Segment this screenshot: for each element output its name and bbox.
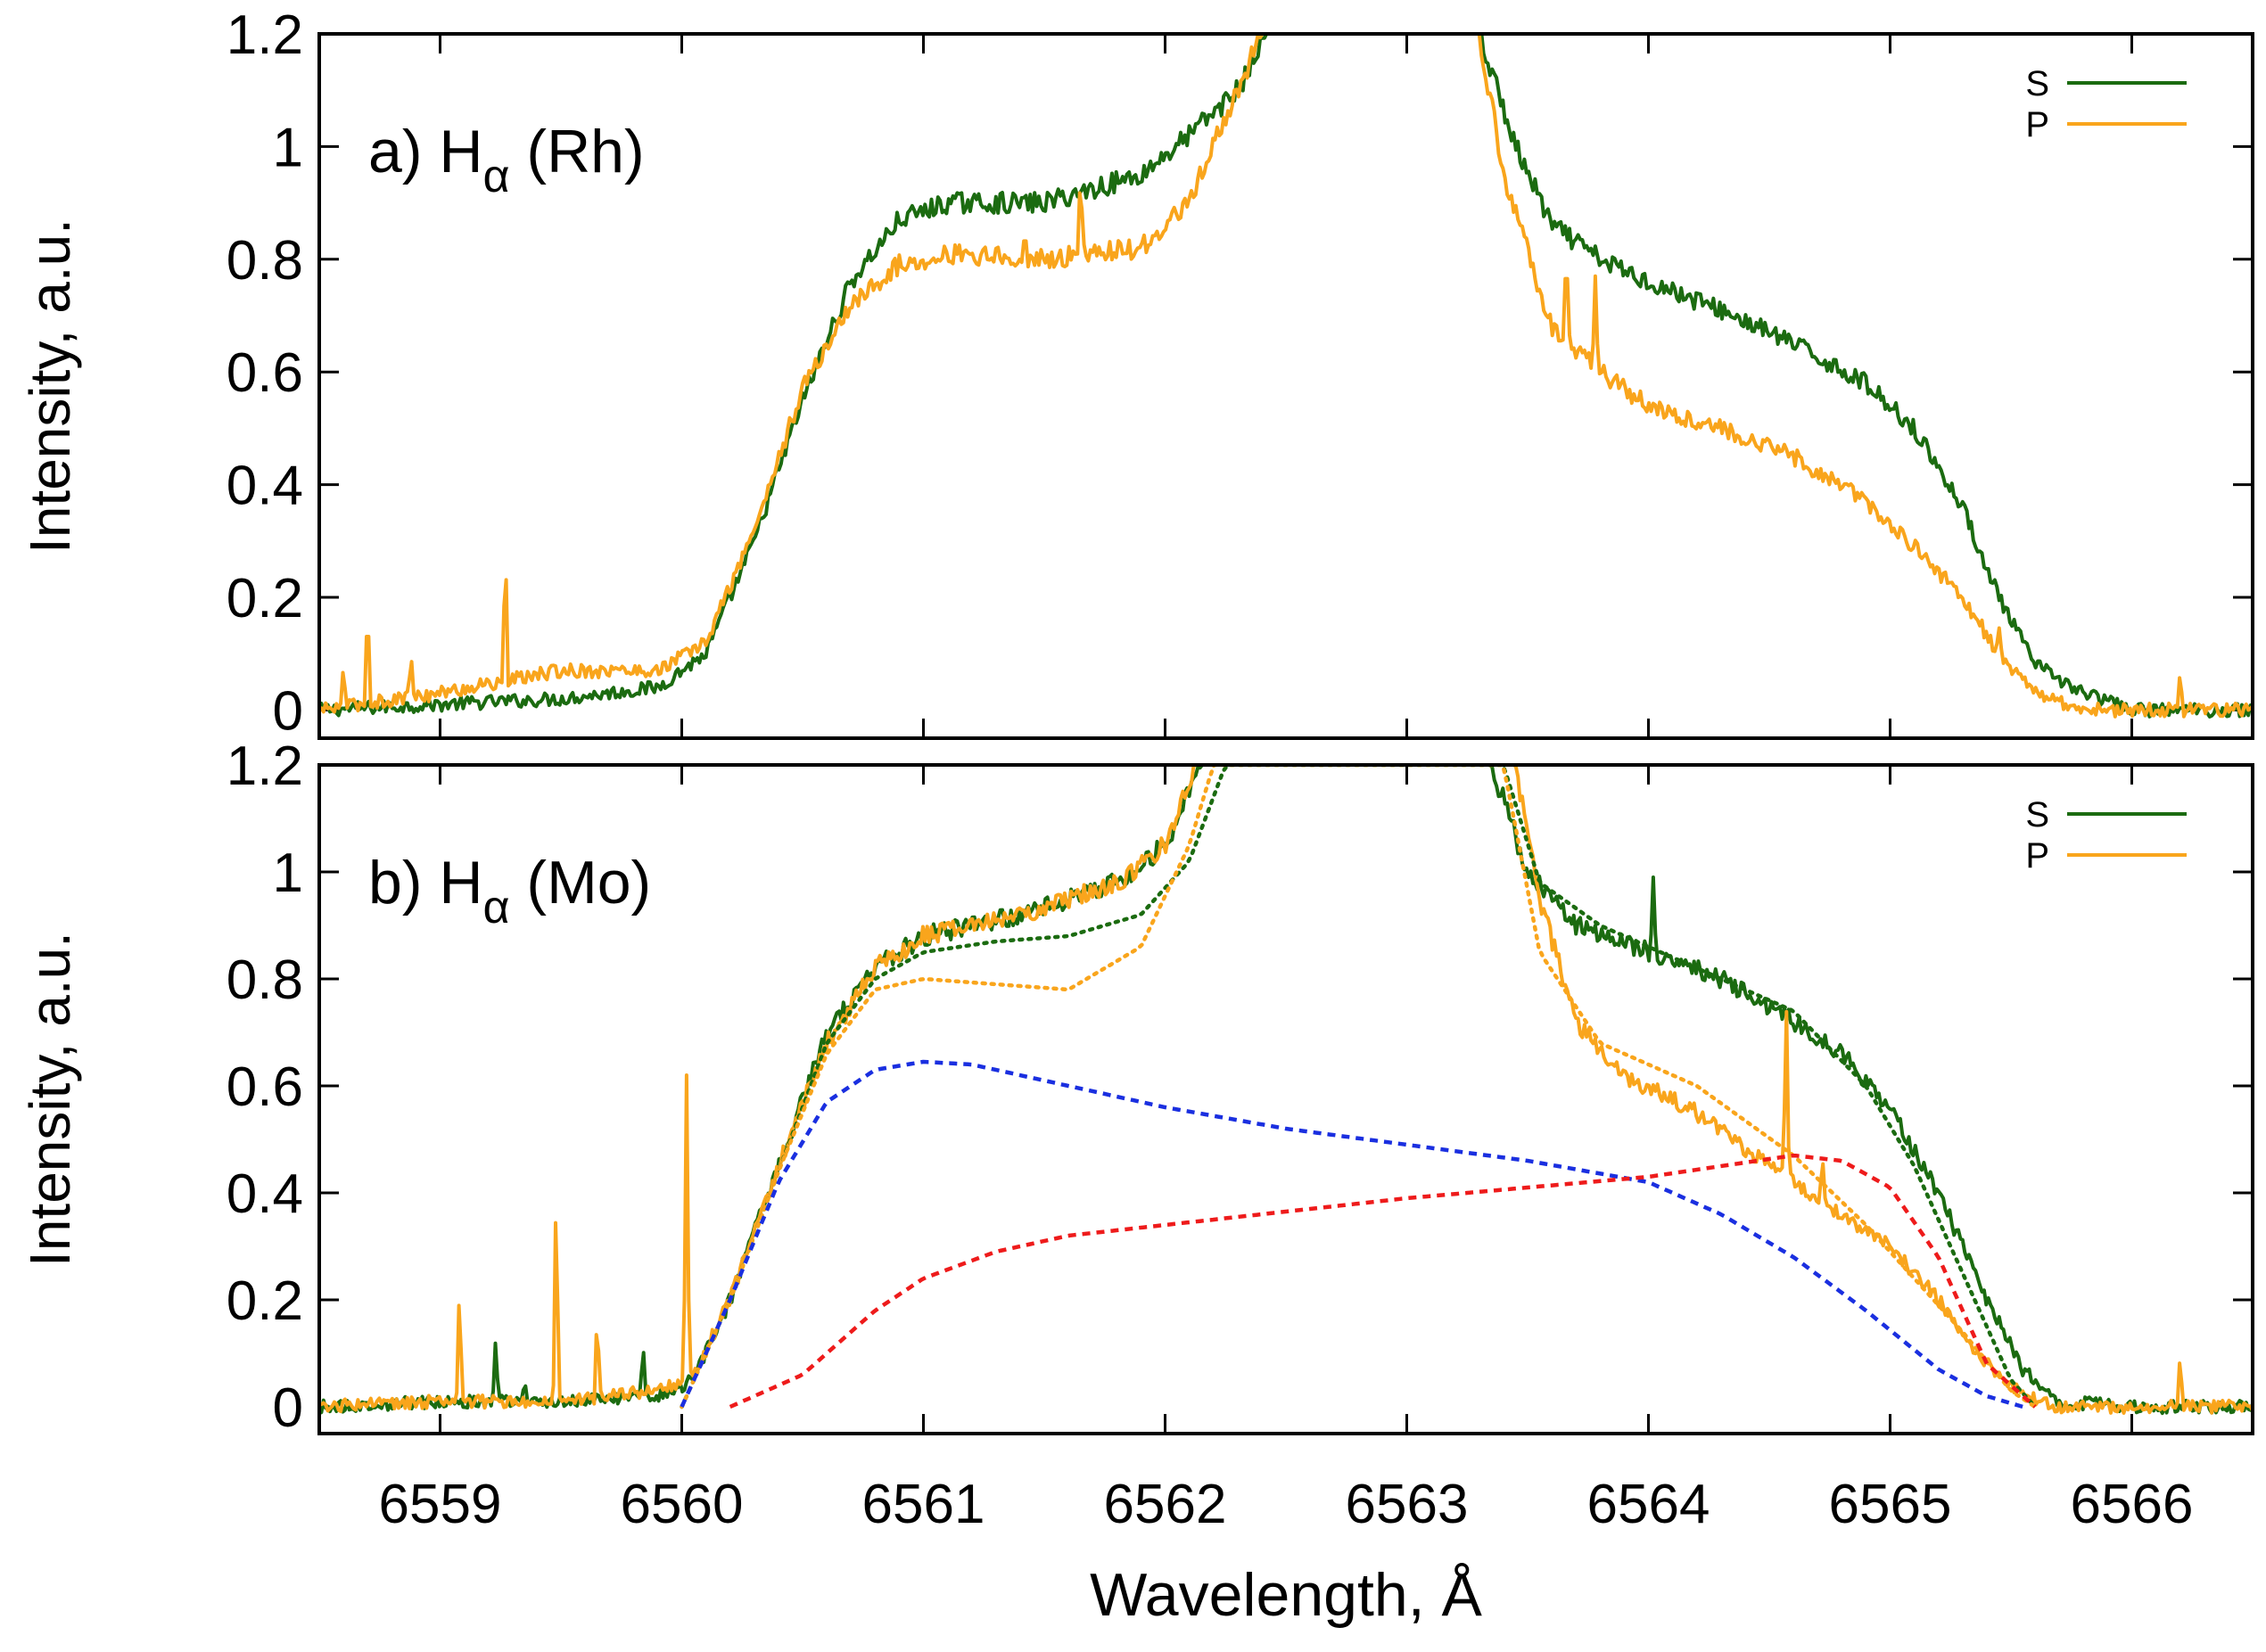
ytick-label-a-4: 0.8 [227, 230, 303, 292]
plot-area-b [319, 765, 2253, 1416]
xtick-label-2: 6561 [862, 1474, 985, 1535]
ytick-label-a-0: 0 [273, 680, 303, 742]
xtick-label-6: 6565 [1829, 1474, 1952, 1535]
series-b-s [319, 765, 2253, 1416]
ytick-label-b-6: 1.2 [227, 736, 303, 797]
ytick-label-b-1: 0.2 [227, 1270, 303, 1332]
ytick-label-b-0: 0 [273, 1377, 303, 1439]
xtick-label-1: 6560 [621, 1474, 744, 1535]
ytick-label-a-3: 0.6 [227, 342, 303, 404]
plot-frame-a [317, 32, 2254, 740]
series-a-s [319, 34, 2253, 719]
ytick-label-b-3: 0.6 [227, 1056, 303, 1118]
ytick-label-a-2: 0.4 [227, 456, 303, 517]
legend-label-b-s: S [2025, 795, 2049, 834]
ytick-label-b-5: 1 [273, 842, 303, 904]
panel-a: 0 0.2 0.4 0.6 0.8 1 1.2 a) Hα (Rh) SP Intensity, … [18, 4, 2254, 742]
xtick-label-4: 6563 [1346, 1474, 1469, 1535]
ytick-label-a-1: 0.2 [227, 568, 303, 629]
series-b-s-fit [680, 765, 2038, 1410]
ylabel-a: Intensity, a.u. [18, 218, 82, 554]
plot-area-a [319, 34, 2253, 719]
xtick-label-0: 6559 [379, 1474, 502, 1535]
panel-title-b: b) Hα (Mo) [368, 849, 651, 933]
xtick-label-7: 6566 [2071, 1474, 2194, 1535]
ylabel-b: Intensity, a.u. [18, 932, 82, 1267]
xtick-label-5: 6564 [1587, 1474, 1710, 1535]
plot-frame-b [317, 763, 2254, 1435]
xlabel: Wavelength, Å [1090, 1561, 1482, 1629]
legend-label-a-s: S [2025, 64, 2049, 103]
legend-label-a-p: P [2025, 105, 2049, 144]
ytick-label-b-4: 0.8 [227, 949, 303, 1011]
panel-title-a: a) Hα (Rh) [368, 118, 645, 202]
series-b-red-component [729, 1154, 2037, 1410]
legend-label-b-p: P [2025, 836, 2049, 875]
series-a-p [319, 34, 2253, 719]
panel-b: 0 0.2 0.4 0.6 0.8 1 1.2 6559 6560 6561 6562 6563 656… [18, 736, 2254, 1629]
ytick-label-a-5: 1 [273, 117, 303, 178]
series-b-blue-component [680, 1059, 2024, 1410]
series-b-p-fit [680, 765, 2038, 1410]
ytick-label-b-2: 0.4 [227, 1163, 303, 1225]
ytick-label-a-6: 1.2 [227, 4, 303, 66]
xtick-label-3: 6562 [1104, 1474, 1227, 1535]
